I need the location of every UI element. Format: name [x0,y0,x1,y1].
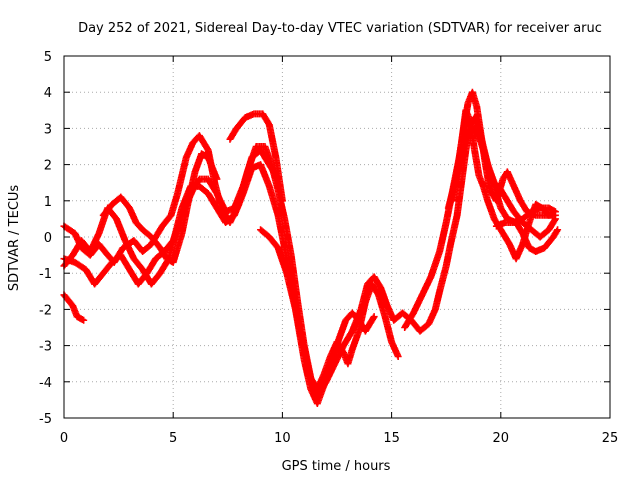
y-axis-label: SDTVAR / TECUs [7,185,22,292]
x-tick-label: 5 [169,431,177,446]
series-track-4 [60,291,88,324]
data-point [551,208,559,216]
x-tick-label: 20 [493,431,510,446]
series-track-11 [492,204,559,230]
x-tick-label: 10 [274,431,291,446]
data-point [370,313,378,321]
y-tick-label: -5 [39,412,52,427]
y-tick-label: 3 [44,122,52,137]
data-point [544,210,552,218]
tick-labels: 0 5 10 15 20 25 -5 -4 -3 -2 -1 0 1 2 3 4 5 [39,50,618,446]
x-tick-label: 25 [602,431,619,446]
y-tick-label: 0 [44,231,52,246]
data-point [554,226,562,234]
y-tick-label: -4 [39,376,52,391]
y-tick-label: -3 [39,340,52,355]
data-point [278,197,286,205]
chart-title: Day 252 of 2021, Sidereal Day-to-day VTE… [78,21,602,36]
y-tick-label: -1 [39,267,52,282]
series-track-6 [226,110,286,205]
series-track-5 [99,150,221,266]
x-tick-label: 15 [383,431,400,446]
tick-marks [63,55,611,419]
data-point [545,211,553,219]
series-track-3 [60,146,282,288]
y-tick-label: 5 [44,50,52,65]
data-point [553,227,561,235]
data-point [394,352,402,360]
x-axis-label: GPS time / hours [282,459,391,474]
y-tick-label: 4 [44,86,52,101]
y-tick-label: -2 [39,303,52,318]
data-point [80,316,88,324]
x-tick-label: 0 [60,431,68,446]
y-tick-label: 1 [44,195,52,210]
y-tick-label: 2 [44,159,52,174]
series-layer [60,88,562,408]
data-point [213,175,221,183]
